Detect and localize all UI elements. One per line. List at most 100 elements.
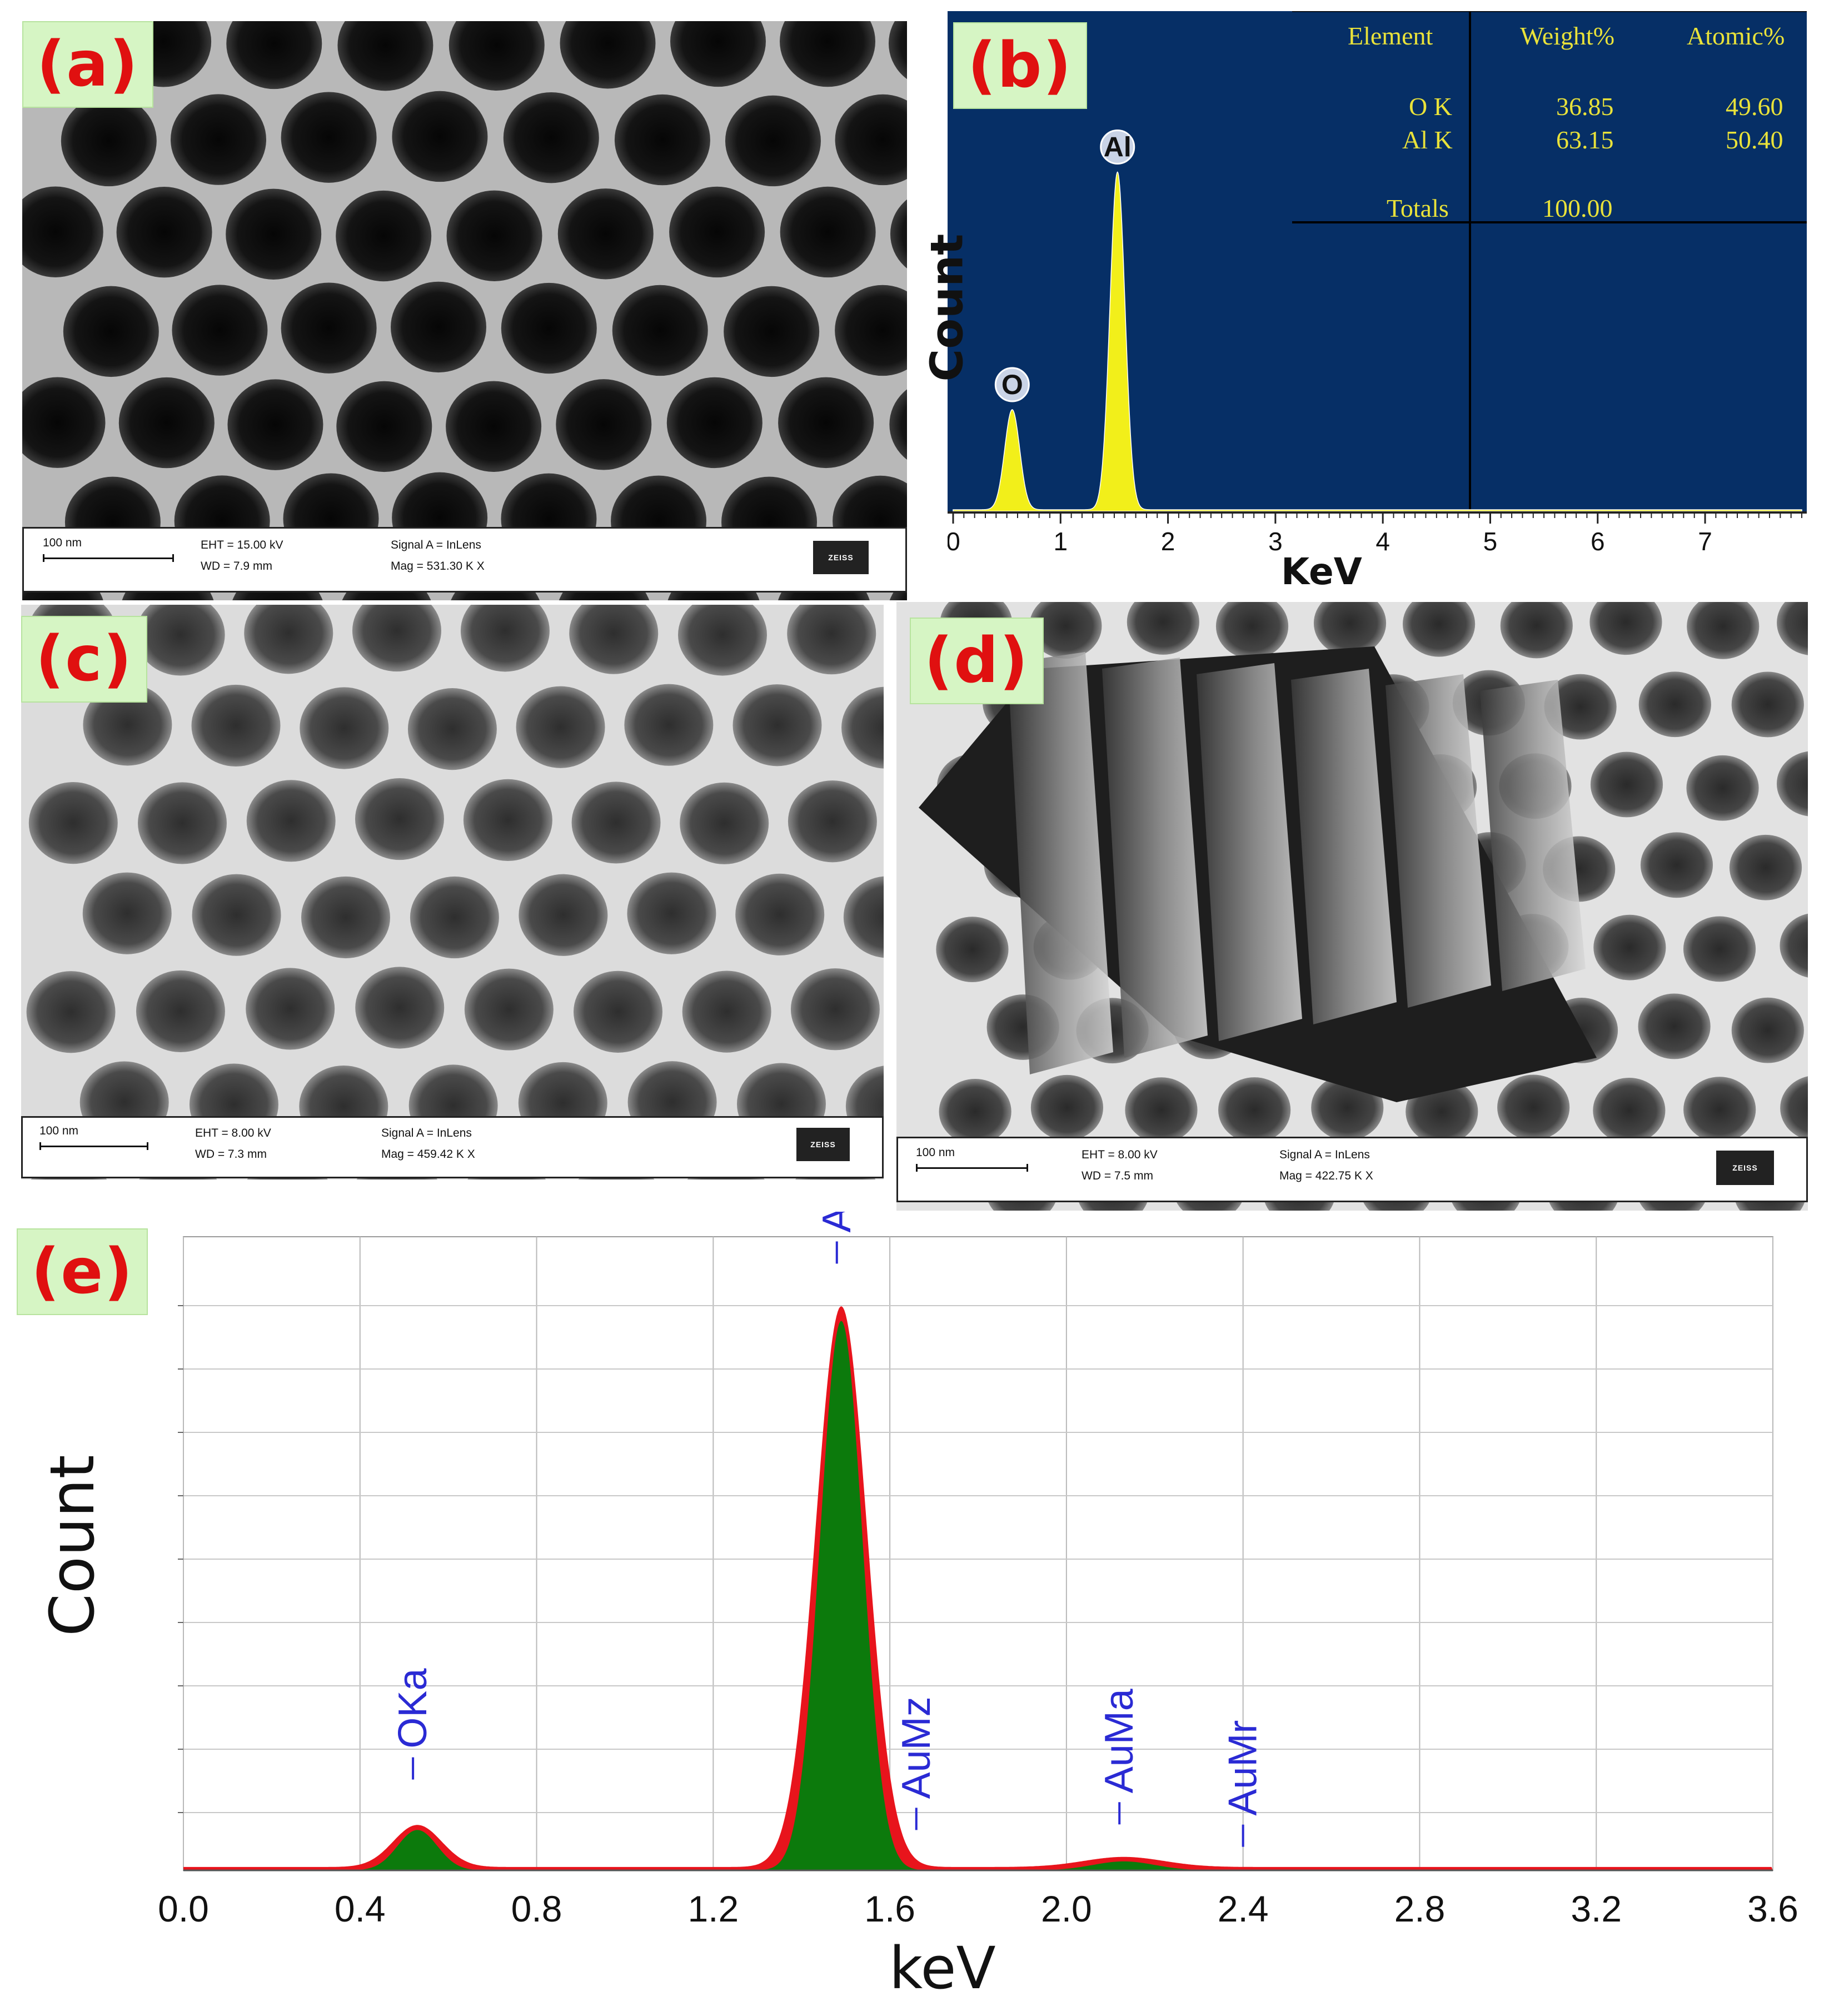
nanopore [939, 1079, 1011, 1144]
nanopore [843, 876, 884, 958]
x-tick-label: 2.0 [1041, 1888, 1092, 1929]
nanotube-column [1197, 663, 1302, 1041]
nanopore [501, 282, 597, 374]
sem-a-wd: WD = 7.9 mm [201, 560, 272, 573]
nanopore [678, 605, 767, 676]
nanopore [1638, 671, 1711, 738]
nanopore [1731, 997, 1804, 1063]
nanopore [244, 605, 333, 674]
sem-c-wd: WD = 7.3 mm [195, 1148, 267, 1161]
sem-a-scale-bar [43, 554, 174, 562]
panel-e-label: (e) [17, 1228, 148, 1315]
table-totals-label: Totals [1387, 194, 1449, 222]
x-tick-label: 5 [1483, 527, 1498, 556]
sem-c-signal: Signal A = InLens [381, 1127, 472, 1139]
plot-frame [183, 1236, 1773, 1871]
nanopore [516, 686, 605, 768]
nanopore [26, 971, 116, 1053]
nanopore [1500, 602, 1573, 659]
nanopore [724, 286, 820, 377]
sem-a-mag: Mag = 531.30 K X [391, 560, 485, 573]
annotation-label: AuMa [1097, 1688, 1142, 1793]
eds-b-x-axis: 0 1 2 3 4 5 6 7 [948, 511, 1807, 556]
nanopore [557, 188, 654, 280]
sem-d-info-bar: 100 nm EHT = 8.00 kV WD = 7.5 mm Signal … [896, 1137, 1808, 1202]
nanopore [889, 21, 907, 79]
sem-c-scale-bar [39, 1142, 148, 1150]
annotation-label: AlKa [815, 1212, 859, 1232]
table-row-weight: 63.15 [1556, 126, 1614, 154]
nanopore [191, 684, 281, 767]
nanopore [519, 874, 608, 956]
panel-b-label: (b) [953, 22, 1087, 109]
nanopore [670, 21, 766, 87]
eds-b-spectrum [953, 171, 1802, 511]
x-tick-label: 2 [1161, 527, 1175, 556]
nanopore [355, 778, 444, 860]
x-tick-label: 3 [1268, 527, 1283, 556]
nanopore [460, 605, 550, 672]
nanopore [569, 605, 659, 674]
panel-c-label: (c) [21, 616, 147, 703]
panel-b-eds-spectrum: O Al (b) Element Weight% Atomic% O K 36.8… [948, 11, 1807, 511]
nanopore [192, 874, 281, 956]
nanopore [136, 970, 225, 1053]
x-tick-label: 6 [1591, 527, 1605, 556]
x-tick-label: 0.0 [158, 1888, 209, 1929]
nanopore [410, 876, 499, 959]
nanopore [246, 780, 336, 862]
nanopore [137, 782, 227, 864]
nanopore [281, 92, 377, 183]
table-header-weight: Weight% [1520, 22, 1615, 50]
x-tick-label: 1 [1053, 527, 1068, 556]
nanopore [116, 187, 212, 278]
eds-results-table: Element Weight% Atomic% O K 36.85 49.60 … [948, 11, 1807, 245]
sem-a-signal: Signal A = InLens [391, 539, 481, 551]
x-tick-label: 1.2 [687, 1888, 739, 1929]
nanopore [392, 91, 488, 182]
sem-a-scale-label: 100 nm [43, 536, 82, 549]
nanopore [301, 876, 390, 959]
sem-d-scale-label: 100 nm [916, 1146, 955, 1159]
nanopore [614, 94, 710, 186]
sem-d-wd: WD = 7.5 mm [1082, 1169, 1153, 1182]
nanopore [336, 190, 432, 282]
nanopore [1029, 602, 1102, 659]
nanopore [1402, 602, 1476, 657]
nanopore [1127, 602, 1199, 655]
nanopore [1729, 834, 1802, 900]
nanopore [226, 21, 322, 89]
nanopore [407, 688, 497, 770]
nanopore [172, 285, 268, 376]
sem-a-micrograph [22, 21, 907, 600]
nanotube-column [1386, 674, 1491, 1008]
nanopore [352, 605, 441, 672]
x-tick-label: 1.6 [864, 1888, 915, 1929]
nanopore [118, 377, 215, 469]
zeiss-logo: ZEISS [796, 1128, 850, 1161]
nanopore [1780, 913, 1808, 978]
x-tick-label: 3.6 [1747, 1888, 1798, 1929]
nanopore [22, 186, 103, 277]
nanopore [725, 95, 821, 187]
x-tick-label: 3.2 [1571, 1888, 1622, 1929]
panel-a-sem-image: (a) 100 nm EHT = 15.00 kV WD = 7.9 mm Si… [22, 21, 907, 600]
nanopore [835, 285, 907, 376]
nanopore [1638, 993, 1711, 1059]
nanopore [61, 95, 157, 187]
nanopore [890, 199, 907, 268]
nanopore [680, 782, 769, 864]
nanopore [355, 967, 445, 1049]
nanopore [464, 968, 554, 1051]
eds-b-xlabel: KeV [1281, 550, 1362, 593]
sem-d-mag: Mag = 422.75 K X [1279, 1169, 1373, 1182]
sem-a-info-bar: 100 nm EHT = 15.00 kV WD = 7.9 mm Signal… [22, 527, 907, 593]
nanopore [136, 605, 225, 676]
nanotube-column [1480, 680, 1586, 991]
nanopore [788, 780, 877, 863]
x-tick-label: 7 [1698, 527, 1712, 556]
nanopore [1687, 602, 1760, 659]
nanopore [463, 779, 552, 861]
x-tick-label: 4 [1376, 527, 1390, 556]
annotation-label: AuMz [894, 1696, 939, 1799]
